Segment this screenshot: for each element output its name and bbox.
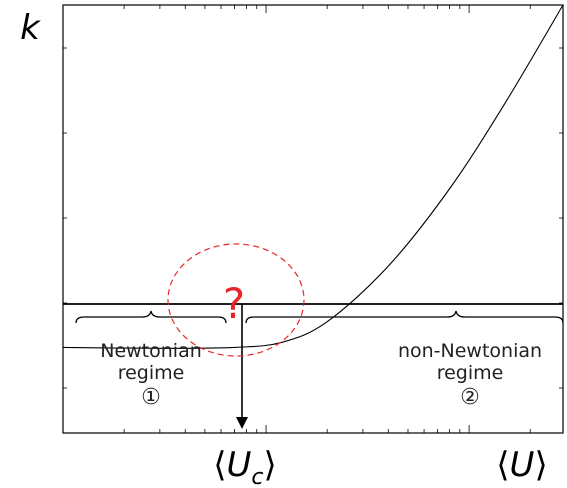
- brace-non-newtonian: [245, 310, 564, 324]
- regime-1-name: Newtonian: [100, 340, 202, 362]
- regime-2-number: ②: [460, 385, 480, 410]
- x-axis-label-critical: ⟨Uc⟩: [213, 445, 277, 488]
- svg-text:⟨U⟩: ⟨U⟩: [496, 445, 547, 485]
- brace-newtonian: [75, 310, 227, 324]
- regime-2-name: non-Newtonian: [398, 340, 542, 362]
- y-axis-label: k: [20, 8, 41, 48]
- x-axis-label-u: ⟨U⟩: [496, 445, 547, 485]
- critical-arrow-head: [236, 417, 248, 429]
- critical-question-mark: ?: [223, 279, 245, 328]
- svg-text:⟨Uc⟩: ⟨Uc⟩: [213, 445, 277, 488]
- regime-1-word: regime: [118, 362, 185, 384]
- regime-2-word: regime: [437, 362, 504, 384]
- data-line: [62, 4, 564, 349]
- regime-1-number: ①: [141, 385, 161, 410]
- critical-region-circle: [167, 243, 305, 357]
- axis-ticks: [62, 5, 563, 433]
- plot-frame: [62, 4, 564, 434]
